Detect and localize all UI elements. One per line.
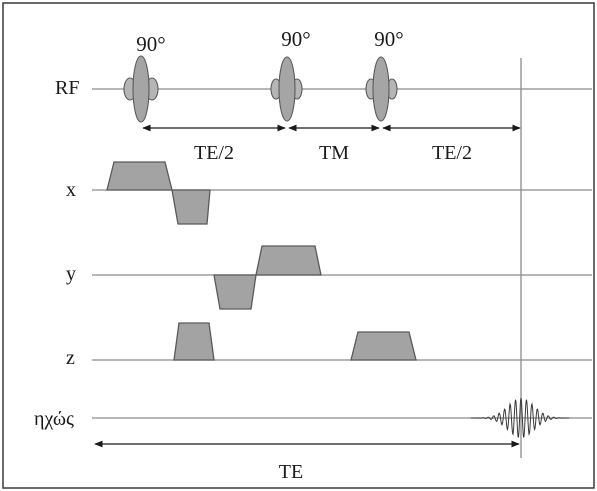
y-gradient-negative-lobe: [213, 274, 257, 310]
z-gradient-crusher-1: [173, 322, 215, 361]
rf-pulse-3-label: 90°: [374, 27, 403, 51]
rf-pulse-3: [365, 56, 398, 122]
rf-pulse-1-label: 90°: [136, 32, 165, 56]
x-gradient-positive-lobe: [106, 161, 173, 191]
echo-axis-label: ηχώς: [34, 408, 74, 430]
rf-pulse-2-label: 90°: [281, 27, 310, 51]
mixing-time-label: TM: [319, 142, 349, 164]
echo-waveform: [471, 397, 570, 438]
rf-axis-label: RF: [55, 77, 79, 99]
y-gradient-positive-lobe: [255, 245, 322, 276]
x-gradient-negative-lobe: [171, 189, 211, 225]
x-axis-label: x: [66, 179, 76, 201]
y-axis-label: y: [66, 263, 76, 285]
second-te-half-label: TE/2: [432, 142, 472, 164]
z-gradient-crusher-2: [350, 331, 417, 361]
rf-pulse-2: [270, 56, 303, 122]
stimulated-echo-signal: [471, 397, 570, 438]
z-axis-label: z: [66, 347, 75, 369]
rf-pulse-1: [123, 55, 159, 123]
total-te-label: TE: [279, 461, 303, 483]
first-te-half-label: TE/2: [194, 142, 234, 164]
